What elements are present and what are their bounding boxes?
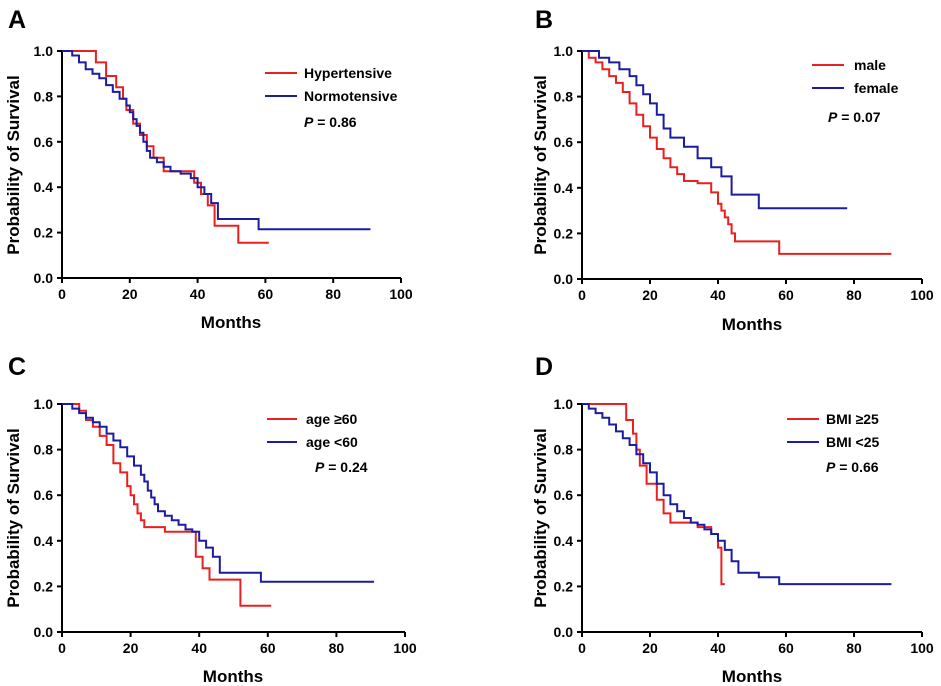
panel-b-xlabel: Months: [722, 315, 782, 334]
y-tick-label: 0.6: [34, 487, 54, 503]
panel-a-ylabel: Probability of Survival: [4, 75, 23, 255]
panel-b-legend: male female: [812, 57, 899, 96]
y-tick-label: 1.0: [34, 43, 54, 59]
legend-label: age <60: [306, 434, 358, 450]
legend-label: age ≥60: [306, 411, 357, 427]
x-tick-label: 40: [710, 640, 726, 656]
panel-a: A Probability of Survival Months 0 20 40 60…: [4, 6, 413, 332]
series-line-blue: [582, 50, 848, 210]
panel-d-series: [582, 403, 892, 586]
y-tick-label: 1.0: [34, 396, 54, 412]
panel-d-p-value: P = 0.66: [826, 459, 879, 475]
y-tick-label: 0.2: [554, 225, 574, 241]
panel-b-axes: 0 20 40 60 80 100 0.0 0.2 0.4 0.6 0.8 1.0: [554, 43, 934, 303]
y-tick-label: 0.6: [34, 134, 54, 150]
y-tick-label: 0.4: [554, 533, 574, 549]
panel-d-ylabel: Probability of Survival: [531, 428, 550, 608]
series-line-red: [62, 50, 269, 244]
legend-label: BMI <25: [826, 434, 880, 450]
x-tick-label: 80: [325, 286, 341, 302]
x-tick-label: 0: [578, 287, 586, 303]
y-tick-label: 0.8: [554, 442, 574, 458]
panel-d-xlabel: Months: [722, 667, 782, 686]
panel-c: C Probability of Survival Months 0 20 40 60…: [4, 353, 417, 686]
panel-d-letter: D: [535, 353, 553, 381]
legend-label: female: [854, 80, 899, 96]
y-tick-label: 0.0: [554, 271, 574, 287]
x-tick-label: 60: [258, 286, 274, 302]
x-tick-label: 40: [710, 287, 726, 303]
panel-c-p-value: P = 0.24: [315, 459, 368, 475]
series-line-red: [582, 50, 892, 255]
y-tick-label: 0.4: [34, 179, 54, 195]
legend-label: Normotensive: [304, 88, 398, 104]
x-tick-label: 20: [123, 640, 139, 656]
panel-b-ylabel: Probability of Survival: [531, 75, 550, 255]
x-tick-label: 20: [642, 287, 658, 303]
y-tick-label: 0.2: [34, 225, 54, 241]
x-tick-label: 60: [778, 640, 794, 656]
x-tick-label: 100: [910, 287, 934, 303]
panel-b-letter: B: [535, 6, 553, 34]
panel-b-p-value: P = 0.07: [828, 109, 881, 125]
y-tick-label: 0.2: [34, 578, 54, 594]
y-tick-label: 0.8: [34, 442, 54, 458]
series-line-red: [62, 403, 272, 607]
x-tick-label: 80: [846, 287, 862, 303]
x-tick-label: 0: [58, 286, 66, 302]
y-tick-label: 0.0: [34, 624, 54, 640]
x-tick-label: 20: [122, 286, 138, 302]
legend-label: BMI ≥25: [826, 411, 879, 427]
x-tick-label: 40: [190, 286, 206, 302]
y-tick-label: 0.8: [554, 89, 574, 105]
x-tick-label: 40: [191, 640, 207, 656]
x-tick-label: 20: [642, 640, 658, 656]
y-tick-label: 0.6: [554, 487, 574, 503]
y-tick-label: 0.0: [34, 270, 54, 286]
x-tick-label: 60: [778, 287, 794, 303]
legend-label: Hypertensive: [304, 65, 392, 81]
x-tick-label: 100: [389, 286, 413, 302]
panel-c-axes: 0 20 40 60 80 100 0.0 0.2 0.4 0.6 0.8 1.0: [34, 396, 417, 656]
x-tick-label: 80: [329, 640, 345, 656]
panel-d-legend: BMI ≥25 BMI <25: [787, 411, 880, 450]
x-tick-label: 0: [578, 640, 586, 656]
panel-a-series: [62, 50, 371, 244]
x-tick-label: 100: [393, 640, 417, 656]
x-tick-label: 0: [58, 640, 66, 656]
x-tick-label: 60: [260, 640, 276, 656]
x-tick-label: 80: [846, 640, 862, 656]
panel-d: D Probability of Survival Months 0 20 40 60…: [531, 353, 934, 686]
legend-label: male: [854, 57, 886, 73]
panel-a-legend: Hypertensive Normotensive: [265, 65, 398, 104]
x-tick-label: 100: [910, 640, 934, 656]
panel-c-legend: age ≥60 age <60: [267, 411, 358, 450]
y-tick-label: 0.6: [554, 134, 574, 150]
panel-a-xlabel: Months: [201, 313, 261, 332]
panel-a-axes: 0 20 40 60 80 100 0.0 0.2 0.4 0.6 0.8 1.0: [34, 43, 413, 302]
series-line-red: [582, 403, 725, 586]
y-tick-label: 0.8: [34, 88, 54, 104]
series-line-blue: [62, 50, 371, 231]
panel-d-axes: 0 20 40 60 80 100 0.0 0.2 0.4 0.6 0.8 1.0: [554, 396, 934, 656]
y-tick-label: 0.2: [554, 578, 574, 594]
panel-b: B Probability of Survival Months 0 20 40 60…: [531, 6, 934, 334]
panel-c-letter: C: [8, 353, 26, 381]
panel-a-p-value: P = 0.86: [304, 114, 357, 130]
panel-c-series: [62, 403, 375, 607]
panel-c-ylabel: Probability of Survival: [4, 428, 23, 608]
y-tick-label: 0.0: [554, 624, 574, 640]
series-line-blue: [582, 403, 892, 586]
panel-a-letter: A: [8, 6, 26, 34]
panel-c-xlabel: Months: [203, 667, 263, 686]
y-tick-label: 0.4: [554, 180, 574, 196]
y-tick-label: 0.4: [34, 533, 54, 549]
panel-b-series: [582, 50, 892, 255]
y-tick-label: 1.0: [554, 396, 574, 412]
series-line-blue: [62, 403, 375, 583]
y-tick-label: 1.0: [554, 43, 574, 59]
